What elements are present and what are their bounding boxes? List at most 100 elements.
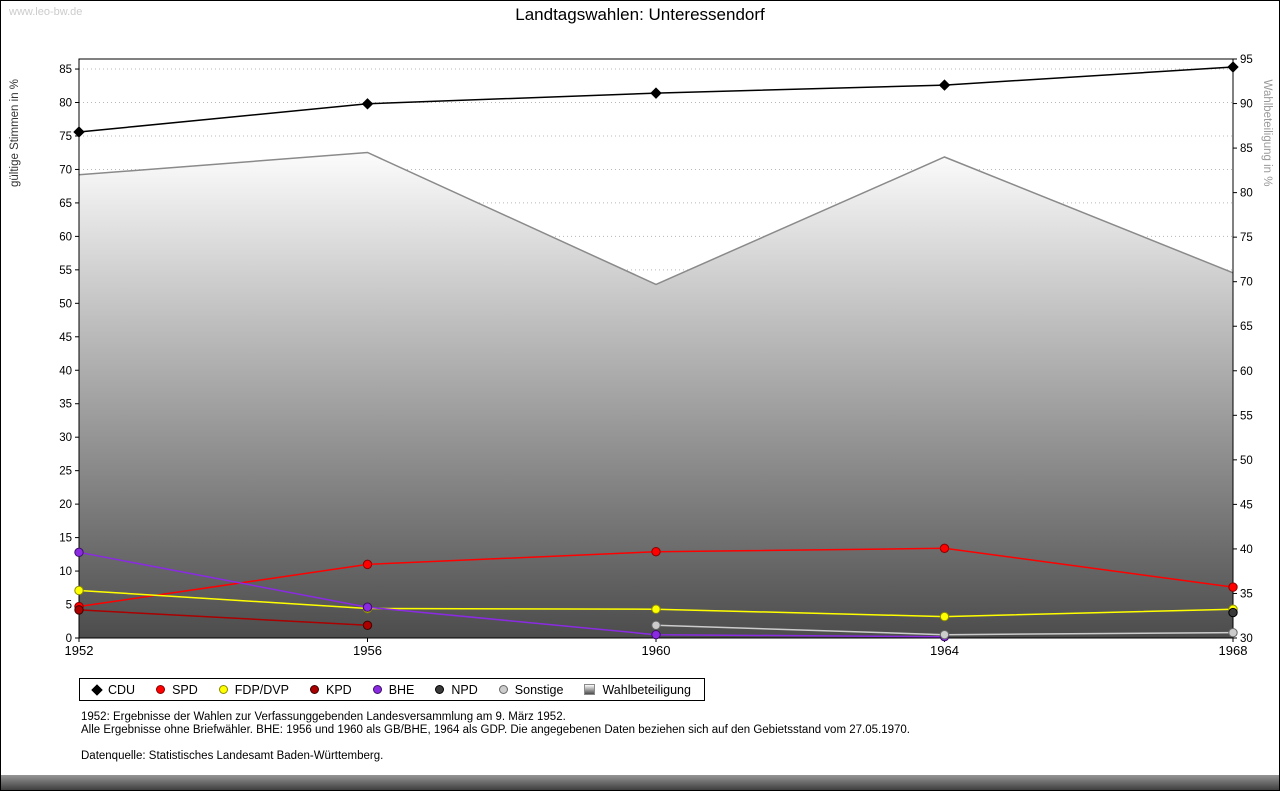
- svg-text:55: 55: [59, 265, 72, 277]
- right-axis-title: Wahlbeteiligung in %: [1261, 80, 1273, 187]
- legend-item-kpd: KPD: [309, 682, 352, 697]
- svg-text:50: 50: [59, 298, 72, 310]
- svg-text:35: 35: [59, 399, 72, 411]
- svg-text:30: 30: [59, 432, 72, 444]
- legend-label: BHE: [388, 682, 415, 697]
- footer-bar: [1, 775, 1279, 790]
- svg-text:70: 70: [59, 164, 72, 176]
- svg-text:20: 20: [59, 499, 72, 511]
- spd-marker-icon: [156, 685, 166, 694]
- svg-text:0: 0: [66, 633, 72, 645]
- legend-label: FDP/DVP: [234, 682, 289, 697]
- svg-text:60: 60: [1240, 366, 1253, 378]
- svg-text:1960: 1960: [642, 643, 671, 658]
- legend-item-sonstige: Sonstige: [498, 682, 564, 697]
- data-point-bhe: [74, 547, 84, 558]
- legend-item-wahlbeteiligung: Wahlbeteiligung: [584, 682, 691, 697]
- series-spd: [74, 543, 1238, 612]
- legend-item-npd: NPD: [435, 682, 478, 697]
- data-point-spd: [939, 543, 950, 554]
- series-npd: [1228, 607, 1238, 618]
- svg-text:80: 80: [1240, 188, 1253, 200]
- svg-text:95: 95: [1240, 54, 1253, 66]
- data-point-spd: [362, 559, 373, 570]
- footnote-2: Alle Ergebnisse ohne Briefwähler. BHE: 1…: [81, 723, 910, 736]
- data-point-sonstige: [1228, 627, 1238, 638]
- series-cdu: [73, 61, 1239, 138]
- data-source-note: Datenquelle: Statistisches Landesamt Bad…: [81, 750, 384, 762]
- legend-item-bhe: BHE: [372, 682, 415, 697]
- data-point-cdu: [1227, 61, 1239, 73]
- data-point-fdp-dvp: [74, 585, 84, 596]
- data-point-fdp-dvp: [651, 604, 661, 614]
- election-line-chart: 0 5 10 15 20 25 30 35 40 45 50 55 60 65 70 75 80 85 30 35 40…: [9, 54, 1273, 658]
- svg-text:45: 45: [1240, 499, 1253, 511]
- svg-text:5: 5: [66, 600, 72, 612]
- kpd-marker-icon: [309, 685, 319, 694]
- data-point-cdu: [73, 126, 85, 138]
- cdu-marker-icon: [91, 683, 103, 696]
- svg-text:1956: 1956: [353, 643, 382, 658]
- series-sonstige: [651, 620, 1238, 640]
- svg-text:35: 35: [1240, 588, 1253, 600]
- svg-text:25: 25: [59, 466, 72, 478]
- axis-ticks: 0 5 10 15 20 25 30 35 40 45 50 55 60 65 70 75 80 85 30 35 40…: [59, 54, 1253, 658]
- data-point-fdp-dvp: [939, 611, 950, 622]
- data-point-cdu: [361, 98, 374, 110]
- data-point-bhe: [362, 602, 373, 612]
- fdp-dvp-marker-icon: [218, 685, 228, 694]
- footnote-block: 1952: Ergebnisse der Wahlen zur Verfassu…: [81, 711, 910, 736]
- svg-text:30: 30: [1240, 633, 1253, 645]
- svg-text:75: 75: [59, 131, 72, 143]
- svg-text:15: 15: [59, 533, 72, 545]
- legend-label: NPD: [451, 682, 478, 697]
- svg-text:90: 90: [1240, 99, 1253, 111]
- svg-text:65: 65: [59, 198, 72, 210]
- svg-text:45: 45: [59, 332, 72, 344]
- data-point-cdu: [938, 79, 951, 91]
- npd-marker-icon: [435, 685, 445, 694]
- data-point-kpd: [362, 620, 373, 630]
- data-point-spd: [651, 546, 661, 557]
- svg-text:80: 80: [59, 98, 72, 110]
- data-point-bhe: [651, 629, 661, 640]
- data-point-sonstige: [939, 629, 950, 640]
- chart-title: Landtagswahlen: Unteressendorf: [515, 5, 765, 24]
- series-wahlbeteiligung: [78, 151, 1234, 638]
- svg-text:65: 65: [1240, 321, 1253, 333]
- legend-label: Wahlbeteiligung: [602, 682, 691, 697]
- site-watermark: www.leo-bw.de: [9, 6, 83, 18]
- svg-text:55: 55: [1240, 410, 1253, 422]
- svg-text:1952: 1952: [65, 643, 94, 658]
- svg-text:75: 75: [1240, 232, 1253, 244]
- svg-text:50: 50: [1240, 455, 1253, 467]
- wahlbeteiligung-marker-icon: [584, 684, 596, 695]
- data-point-npd: [1228, 607, 1238, 618]
- footnote-1: 1952: Ergebnisse der Wahlen zur Verfassu…: [81, 711, 566, 723]
- legend-label: KPD: [325, 682, 352, 697]
- svg-text:1968: 1968: [1219, 643, 1248, 658]
- svg-text:10: 10: [59, 566, 72, 578]
- series-kpd: [74, 605, 373, 630]
- left-axis-title: gültige Stimmen in %: [9, 79, 21, 187]
- legend-label: CDU: [108, 682, 136, 697]
- svg-text:85: 85: [59, 64, 72, 76]
- data-point-spd: [1228, 582, 1238, 592]
- bhe-marker-icon: [372, 685, 382, 694]
- svg-text:60: 60: [59, 231, 72, 243]
- data-point-kpd: [74, 605, 84, 615]
- legend-label: SPD: [172, 682, 198, 697]
- legend-item-cdu: CDU: [91, 682, 136, 697]
- data-point-sonstige: [651, 620, 661, 630]
- sonstige-marker-icon: [498, 685, 508, 694]
- legend-item-spd: SPD: [156, 683, 198, 697]
- legend-label: Sonstige: [514, 682, 564, 697]
- chart-legend: CDU SPD FDP/DVP KPD BHE NPD Sonstige Wahlbeteil…: [79, 678, 705, 701]
- data-point-cdu: [650, 87, 662, 99]
- svg-text:1964: 1964: [930, 643, 959, 658]
- svg-text:70: 70: [1240, 277, 1253, 289]
- svg-text:85: 85: [1240, 143, 1253, 155]
- svg-text:40: 40: [59, 365, 72, 377]
- svg-text:40: 40: [1240, 544, 1253, 556]
